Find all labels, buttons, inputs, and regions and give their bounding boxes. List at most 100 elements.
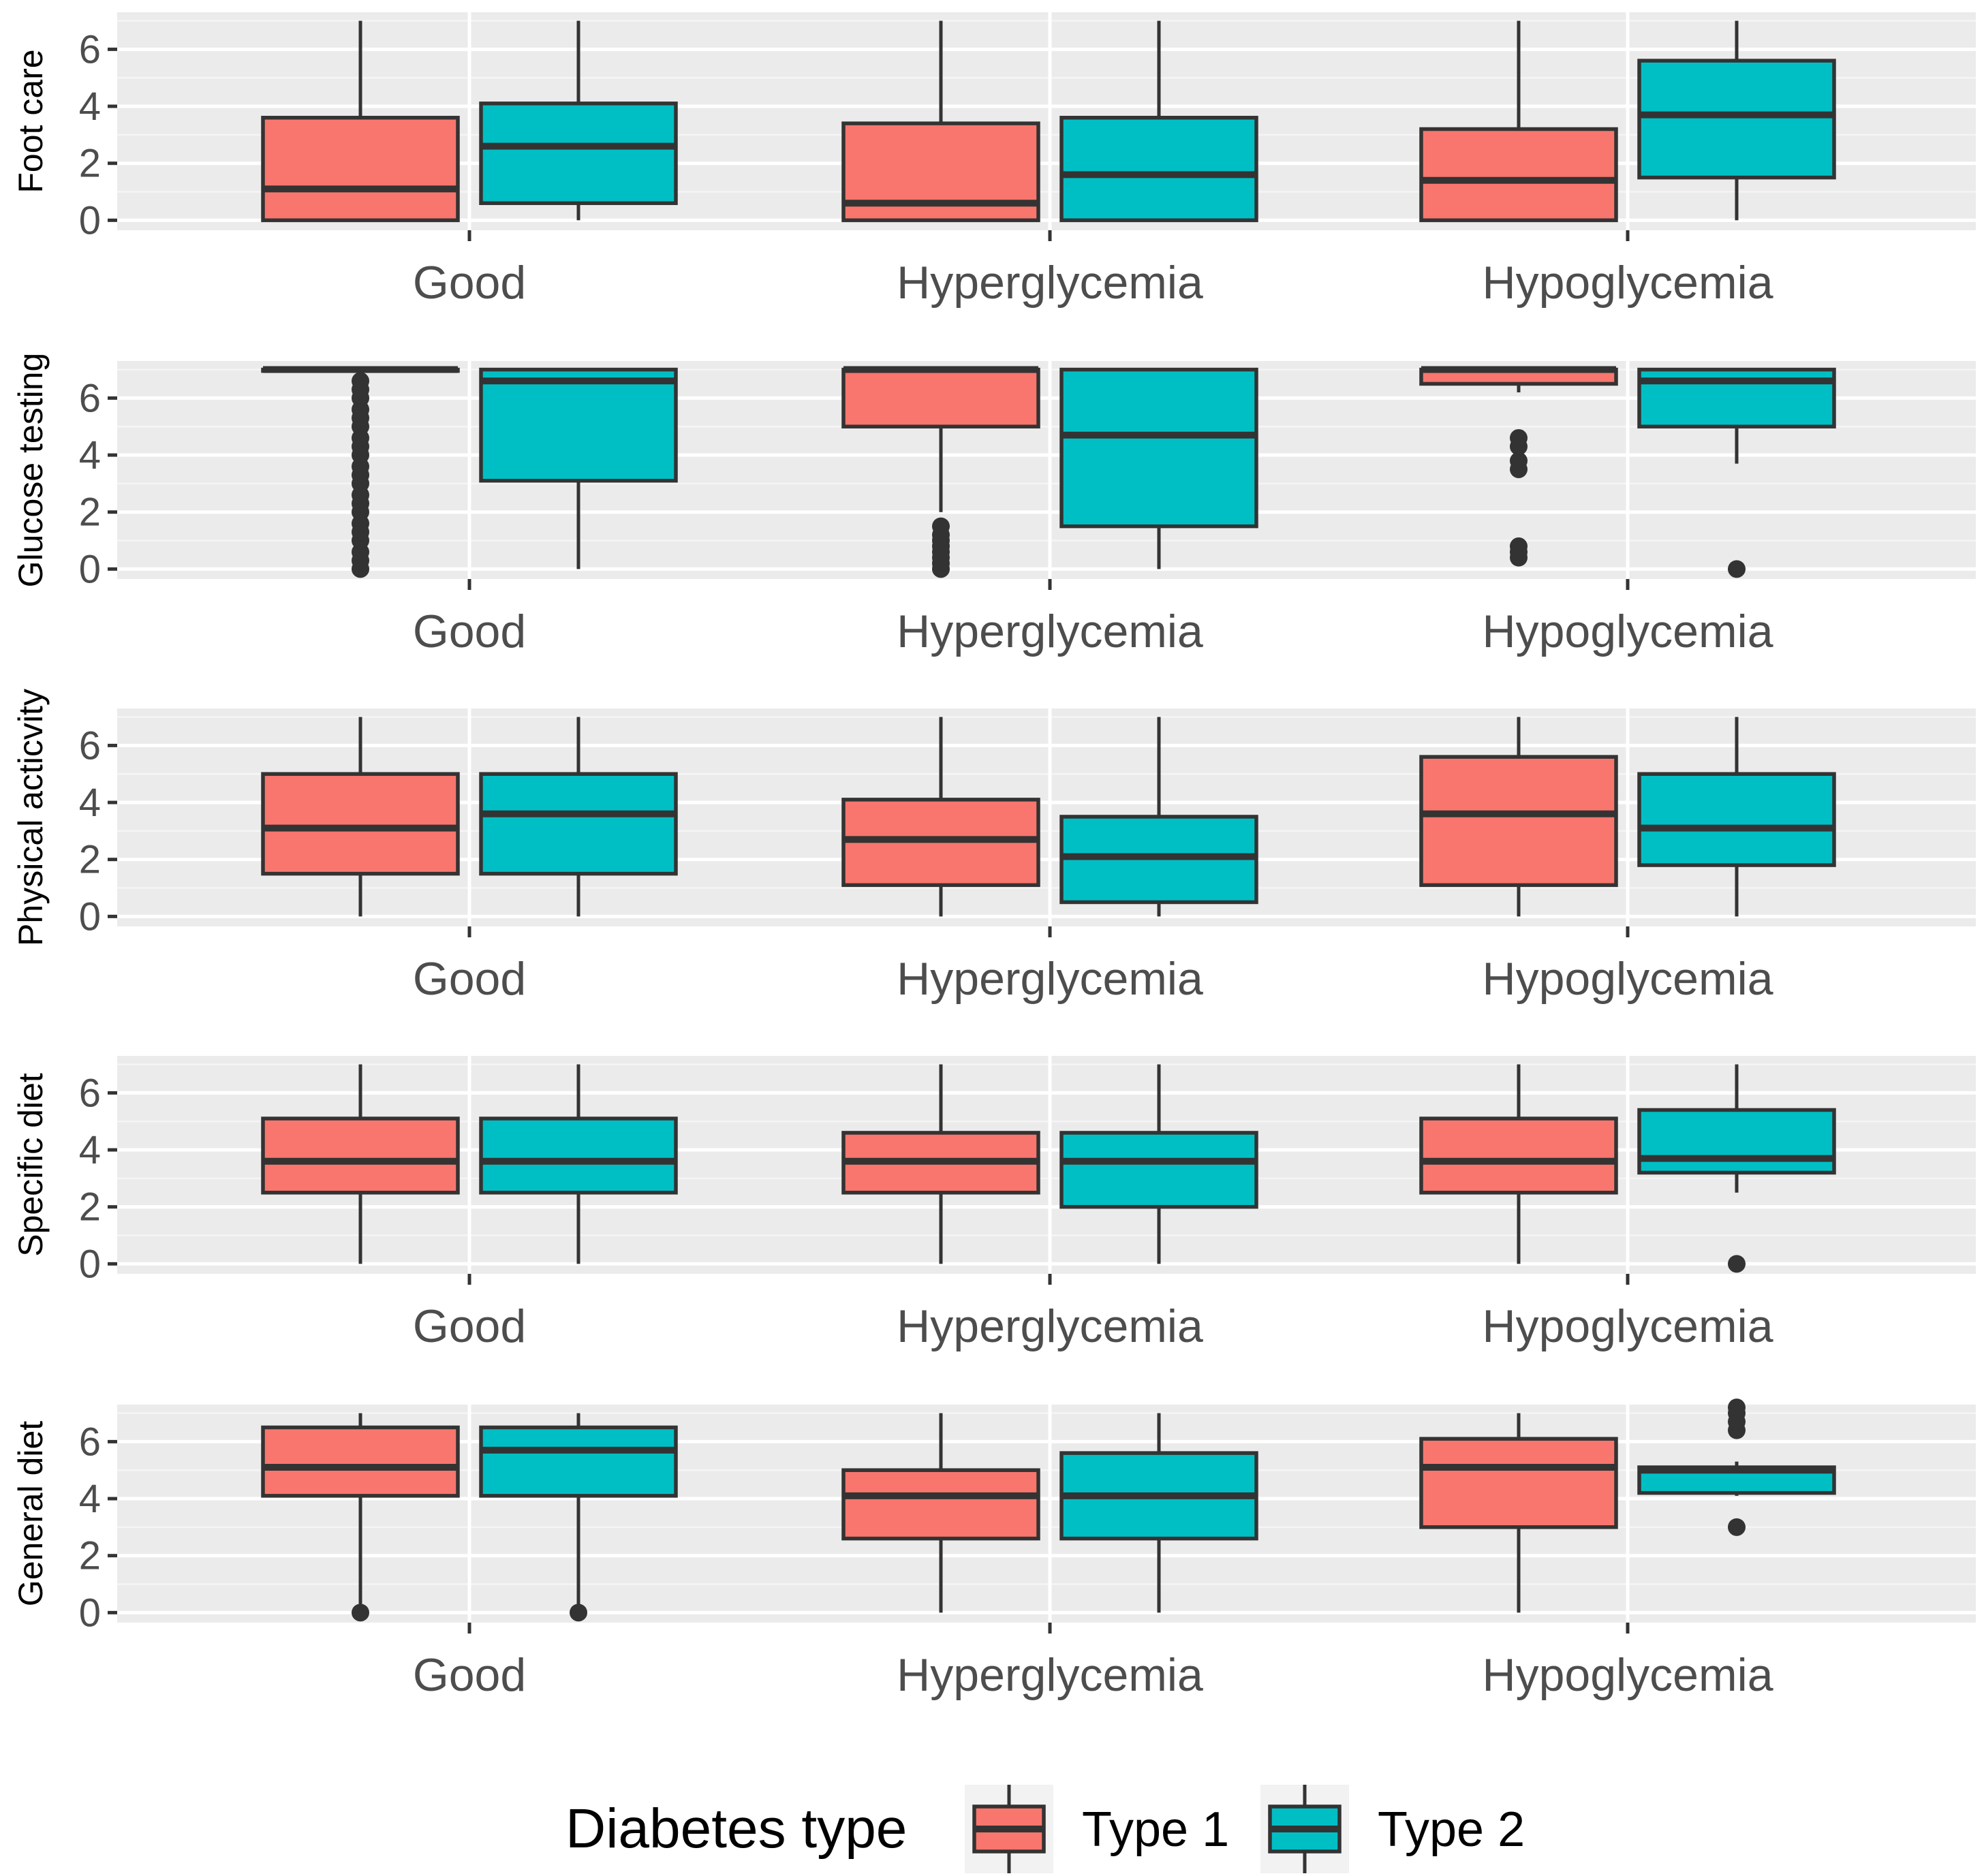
y-tick-label: 2 xyxy=(79,838,101,882)
x-tick-label: Hyperglycemia xyxy=(897,606,1203,657)
box-hypoglycemia-type-1 xyxy=(1419,1413,1618,1613)
y-axis-title: Glucose testing xyxy=(12,353,50,588)
outlier-point xyxy=(1728,1255,1746,1273)
box-hyperglycemia-type-1 xyxy=(841,20,1040,223)
box-good-type-1 xyxy=(261,717,460,917)
y-tick-label: 0 xyxy=(79,198,101,243)
box-rect xyxy=(1059,1131,1258,1209)
box-good-type-2 xyxy=(479,1064,678,1264)
panel-4: 0 2 4 6 Specific diet Good Hyperglycemia Hypogl… xyxy=(12,1056,1976,1352)
x-tick-label: Hypoglycemia xyxy=(1482,606,1773,657)
outlier-point xyxy=(1510,452,1528,470)
y-tick-label: 4 xyxy=(79,1477,101,1521)
y-tick-label: 4 xyxy=(79,781,101,825)
y-tick-label: 2 xyxy=(79,1185,101,1230)
box-hypoglycemia-type-1 xyxy=(1419,20,1618,223)
y-axis-title: General diet xyxy=(12,1421,50,1606)
x-tick-label: Hyperglycemia xyxy=(897,953,1203,1005)
box-rect xyxy=(479,1116,678,1195)
box-rect xyxy=(1059,116,1258,223)
box-hypoglycemia-type-1 xyxy=(1419,366,1618,567)
box-rect xyxy=(479,772,678,876)
y-tick-label: 2 xyxy=(79,142,101,186)
box-hyperglycemia-type-1 xyxy=(841,1413,1040,1613)
box-rect xyxy=(1419,127,1618,223)
box-hyperglycemia-type-1 xyxy=(841,366,1040,578)
panel-1: 0 2 4 6 Foot care Good Hyperglycemia Hypoglycem… xyxy=(12,12,1976,309)
box-good-type-1 xyxy=(261,1064,460,1264)
box-rect xyxy=(841,367,1040,428)
outlier-point xyxy=(1510,428,1528,447)
outlier-point xyxy=(1728,560,1746,578)
outlier-point xyxy=(932,517,950,535)
box-rect xyxy=(1419,755,1618,888)
x-tick-label: Good xyxy=(413,257,526,309)
y-tick-label: 6 xyxy=(79,723,101,768)
legend-title: Diabetes type xyxy=(565,1798,907,1860)
y-tick-label: 0 xyxy=(79,1242,101,1286)
x-tick-label: Good xyxy=(413,953,526,1005)
box-rect xyxy=(1059,367,1258,529)
outlier-point xyxy=(1728,1518,1746,1536)
box-hyperglycemia-type-2 xyxy=(1059,20,1258,223)
x-tick-label: Hyperglycemia xyxy=(897,257,1203,309)
box-good-type-1 xyxy=(261,366,460,578)
box-rect xyxy=(261,116,460,223)
y-axis-title: Foot care xyxy=(12,49,50,193)
legend-key-type-1: Type 1 xyxy=(965,1785,1229,1873)
y-tick-label: 4 xyxy=(79,84,101,129)
y-tick-label: 0 xyxy=(79,1591,101,1635)
legend: Diabetes type Type 1 Type 2 xyxy=(565,1785,1525,1873)
box-hyperglycemia-type-2 xyxy=(1059,717,1258,917)
box-rect xyxy=(261,1425,460,1498)
box-hypoglycemia-type-1 xyxy=(1419,1064,1618,1264)
box-rect xyxy=(1637,1108,1836,1175)
box-hypoglycemia-type-2 xyxy=(1637,1064,1836,1273)
x-tick-label: Good xyxy=(413,1649,526,1701)
box-rect xyxy=(841,1468,1040,1541)
x-tick-label: Good xyxy=(413,606,526,657)
box-rect xyxy=(479,101,678,206)
y-tick-label: 0 xyxy=(79,894,101,939)
legend-label: Type 1 xyxy=(1082,1802,1229,1857)
panels: 0 2 4 6 Foot care Good Hyperglycemia Hypoglycem… xyxy=(12,12,1976,1701)
outlier-point xyxy=(1728,1398,1746,1417)
y-tick-label: 6 xyxy=(79,1071,101,1115)
legend-label: Type 2 xyxy=(1378,1802,1525,1857)
y-axis-title: Physical acticvity xyxy=(12,689,50,946)
box-hyperglycemia-type-1 xyxy=(841,717,1040,917)
box-rect xyxy=(1419,1116,1618,1195)
box-hyperglycemia-type-2 xyxy=(1059,1064,1258,1264)
x-tick-label: Hypoglycemia xyxy=(1482,1300,1773,1352)
box-rect xyxy=(479,1425,678,1498)
box-hypoglycemia-type-2 xyxy=(1637,717,1836,917)
box-good-type-2 xyxy=(479,20,678,221)
box-hypoglycemia-type-1 xyxy=(1419,717,1618,917)
box-rect xyxy=(1637,772,1836,867)
x-tick-label: Hyperglycemia xyxy=(897,1649,1203,1701)
box-rect xyxy=(261,1116,460,1195)
x-tick-label: Hypoglycemia xyxy=(1482,1649,1773,1701)
x-tick-label: Good xyxy=(413,1300,526,1352)
panel-3: 0 2 4 6 Physical acticvity Good Hyperglycemia H… xyxy=(12,689,1976,1005)
y-tick-label: 4 xyxy=(79,1128,101,1172)
box-hyperglycemia-type-2 xyxy=(1059,1413,1258,1613)
box-rect xyxy=(1637,59,1836,180)
y-tick-label: 4 xyxy=(79,433,101,478)
outlier-point xyxy=(352,1604,369,1622)
legend-key-type-2: Type 2 xyxy=(1260,1785,1525,1873)
y-tick-label: 6 xyxy=(79,376,101,420)
outlier-point xyxy=(352,372,369,390)
x-tick-label: Hypoglycemia xyxy=(1482,257,1773,309)
y-tick-label: 6 xyxy=(79,1420,101,1464)
box-hyperglycemia-type-2 xyxy=(1059,367,1258,569)
y-tick-label: 2 xyxy=(79,1534,101,1578)
outlier-point xyxy=(570,1604,587,1622)
box-good-type-1 xyxy=(261,20,460,223)
box-rect xyxy=(261,772,460,876)
box-hypoglycemia-type-2 xyxy=(1637,367,1836,578)
box-good-type-2 xyxy=(479,717,678,917)
box-good-type-2 xyxy=(479,1413,678,1622)
panel-5: 0 2 4 6 General diet Good Hyperglycemia Hypogly… xyxy=(12,1398,1976,1701)
